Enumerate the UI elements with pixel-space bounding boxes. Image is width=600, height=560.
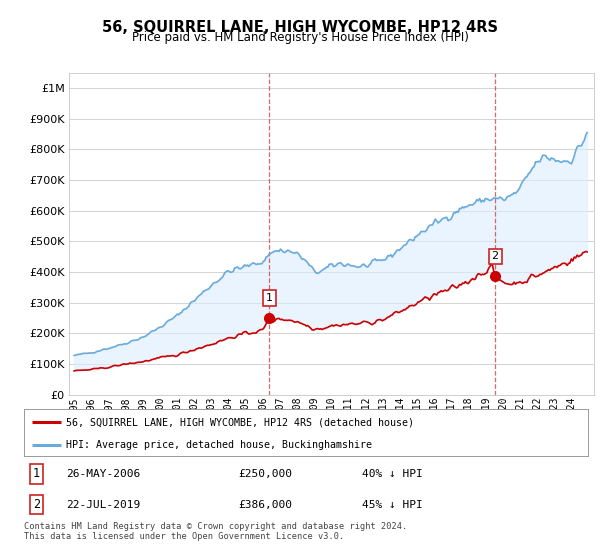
Text: Price paid vs. HM Land Registry's House Price Index (HPI): Price paid vs. HM Land Registry's House … [131, 31, 469, 44]
Text: 1: 1 [266, 293, 273, 303]
Text: Contains HM Land Registry data © Crown copyright and database right 2024.
This d: Contains HM Land Registry data © Crown c… [24, 522, 407, 542]
Text: 56, SQUIRREL LANE, HIGH WYCOMBE, HP12 4RS: 56, SQUIRREL LANE, HIGH WYCOMBE, HP12 4R… [102, 20, 498, 35]
Text: 40% ↓ HPI: 40% ↓ HPI [362, 469, 423, 479]
Text: 45% ↓ HPI: 45% ↓ HPI [362, 500, 423, 510]
Text: 1: 1 [33, 468, 40, 480]
Text: 22-JUL-2019: 22-JUL-2019 [66, 500, 140, 510]
Text: 26-MAY-2006: 26-MAY-2006 [66, 469, 140, 479]
Text: 56, SQUIRREL LANE, HIGH WYCOMBE, HP12 4RS (detached house): 56, SQUIRREL LANE, HIGH WYCOMBE, HP12 4R… [66, 417, 415, 427]
Text: £386,000: £386,000 [238, 500, 292, 510]
Text: 2: 2 [33, 498, 40, 511]
Text: HPI: Average price, detached house, Buckinghamshire: HPI: Average price, detached house, Buck… [66, 440, 372, 450]
Text: 2: 2 [491, 251, 499, 262]
Text: £250,000: £250,000 [238, 469, 292, 479]
